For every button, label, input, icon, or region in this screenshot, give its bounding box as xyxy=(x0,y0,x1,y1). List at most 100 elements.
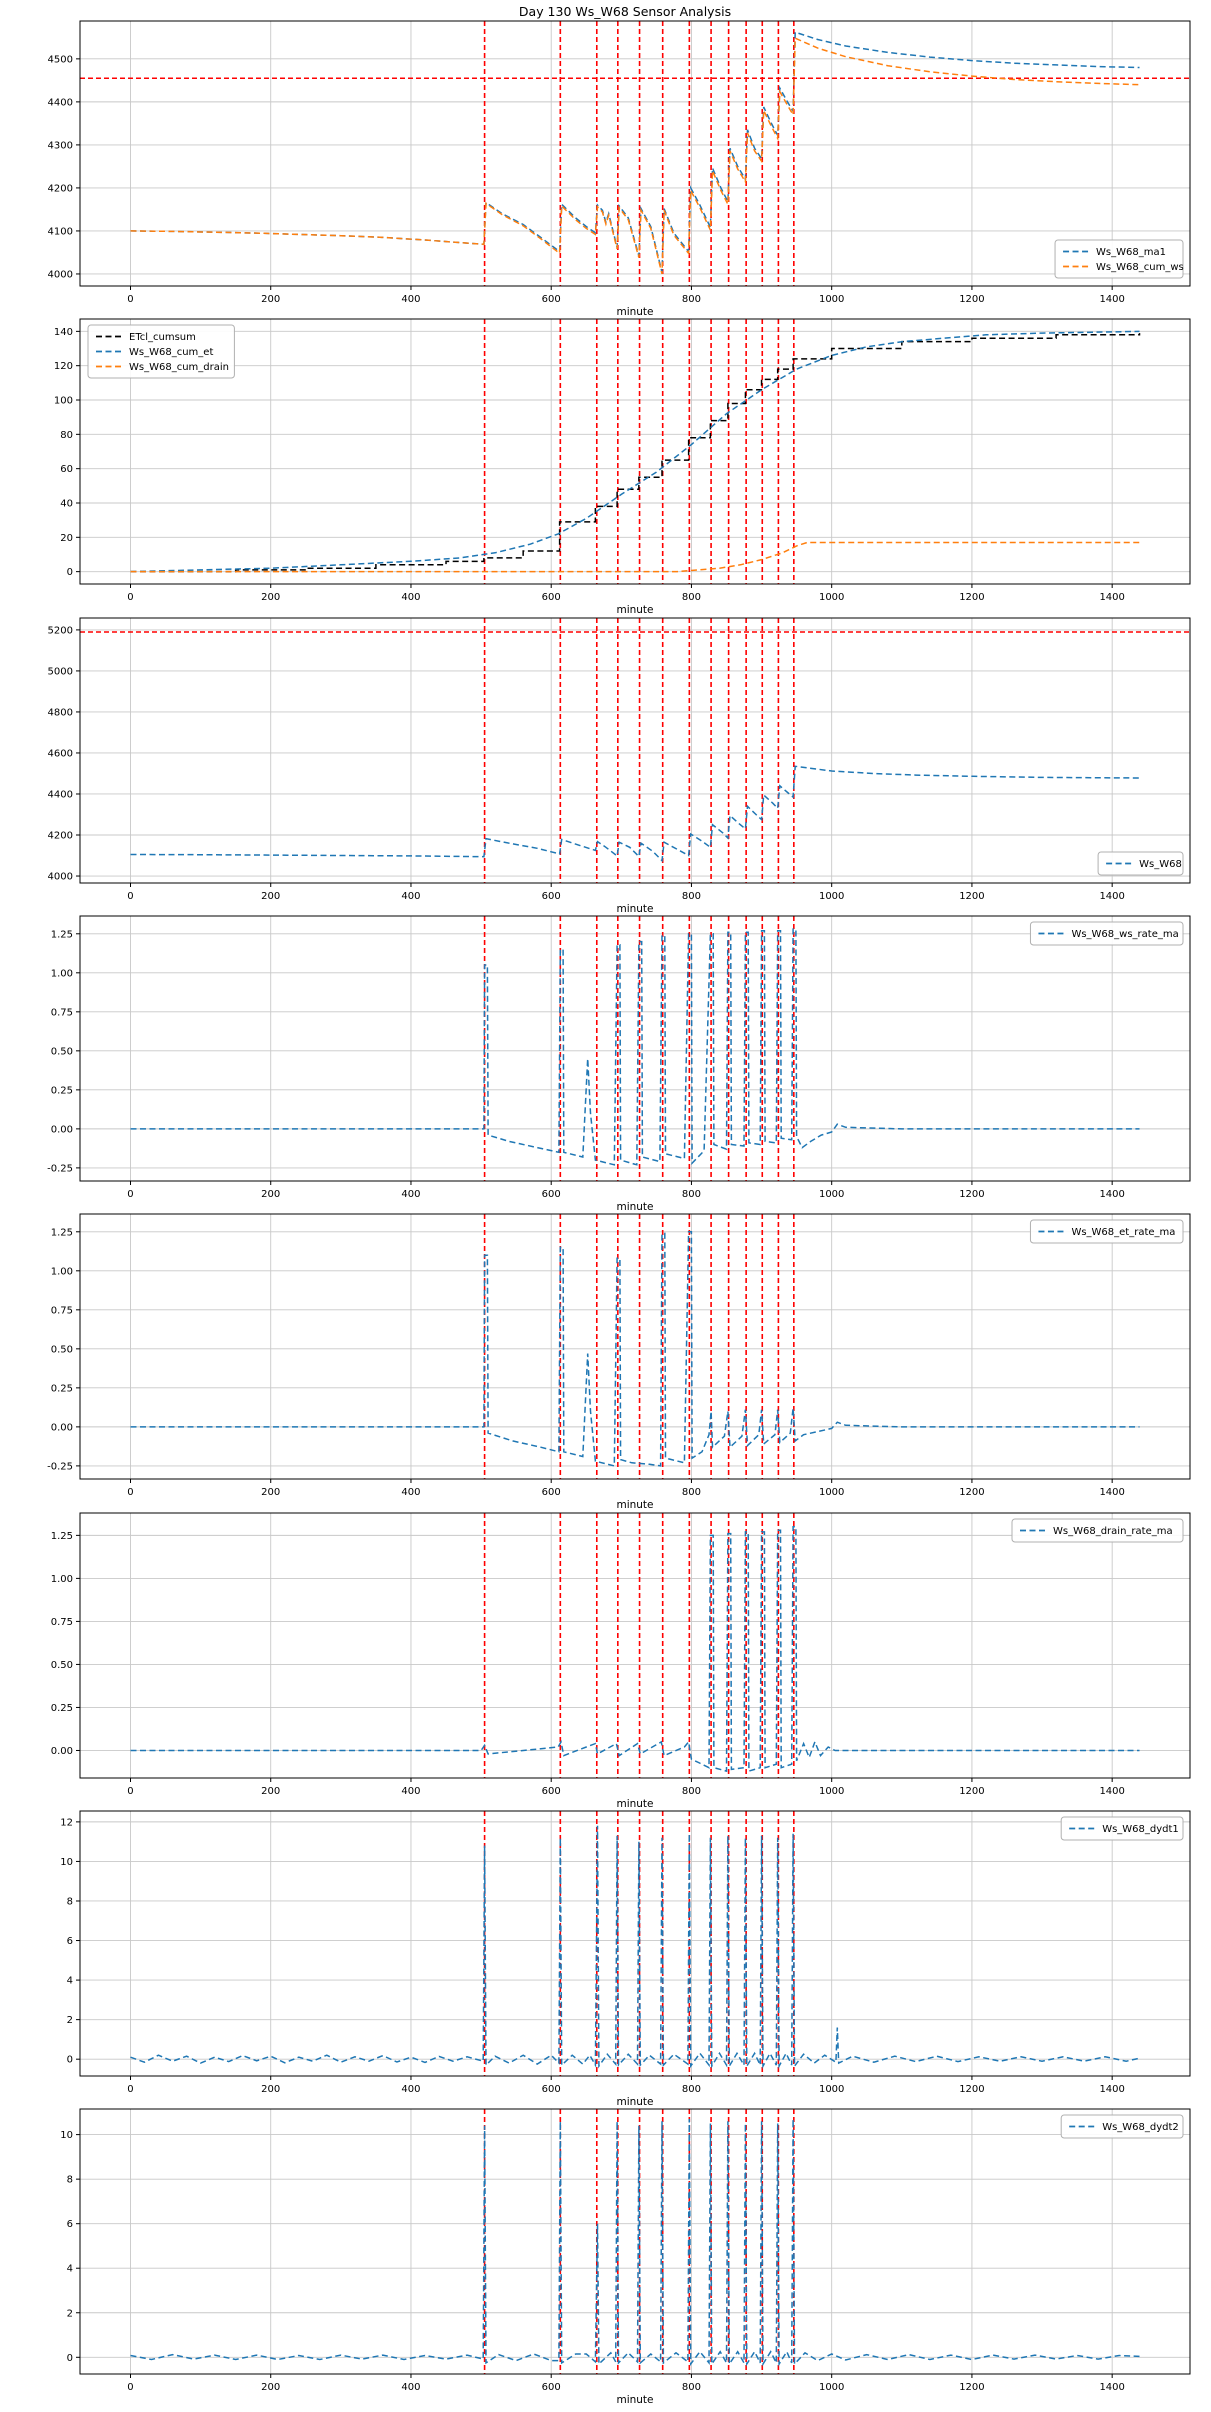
y-tick-label: 0.00 xyxy=(51,1746,73,1757)
legend-label: Ws_W68 xyxy=(1139,859,1182,870)
x-axis-label: minute xyxy=(616,604,653,616)
x-tick-label: 800 xyxy=(682,2382,701,2393)
x-tick-label: 800 xyxy=(682,294,701,305)
y-tick-label: 4100 xyxy=(48,226,73,237)
y-tick-label: 2 xyxy=(67,2308,73,2319)
y-tick-label: 8 xyxy=(67,2175,73,2186)
y-tick-label: 120 xyxy=(54,361,73,372)
legend-label: Ws_W68_ws_rate_ma xyxy=(1071,929,1178,940)
x-tick-label: 1400 xyxy=(1099,891,1124,902)
x-tick-label: 1400 xyxy=(1099,1487,1124,1498)
x-tick-label: 600 xyxy=(542,1786,561,1797)
x-tick-label: 600 xyxy=(542,294,561,305)
y-tick-label: 80 xyxy=(60,430,73,441)
y-tick-label: 4400 xyxy=(48,97,73,108)
x-tick-label: 200 xyxy=(261,1786,280,1797)
x-tick-label: 600 xyxy=(542,592,561,603)
y-tick-label: 0 xyxy=(67,567,73,578)
legend-box xyxy=(1029,921,1184,946)
legend-label: Ws_W68_cum_et xyxy=(129,347,213,358)
x-tick-label: 0 xyxy=(127,294,133,305)
y-tick-label: 40 xyxy=(60,498,73,509)
x-tick-label: 1000 xyxy=(819,2382,844,2393)
plot-border xyxy=(79,1512,1191,1779)
plot-border xyxy=(79,1213,1191,1480)
x-tick-label: 1200 xyxy=(959,294,984,305)
x-tick-label: 400 xyxy=(401,2382,420,2393)
x-tick-label: 0 xyxy=(127,891,133,902)
x-tick-label: 200 xyxy=(261,2382,280,2393)
legend: Ws_W68 xyxy=(1097,851,1184,876)
plot-border xyxy=(79,2108,1191,2375)
series-line-Ws_W68_cum_ws xyxy=(130,37,1140,275)
legend: Ws_W68_et_rate_ma xyxy=(1029,1219,1184,1244)
legend-box xyxy=(1029,1219,1184,1244)
x-tick-label: 400 xyxy=(401,294,420,305)
y-tick-label: 4200 xyxy=(48,831,73,842)
legend-label: Ws_W68_cum_drain xyxy=(129,362,229,373)
y-tick-label: 0.50 xyxy=(51,1046,73,1057)
y-tick-label: 2 xyxy=(67,2015,73,2026)
legend: Ws_W68_dydt1 xyxy=(1060,1816,1184,1841)
series-line-ETcl_cumsum xyxy=(130,333,1141,573)
x-tick-label: 1200 xyxy=(959,2382,984,2393)
legend-label: Ws_W68_ma1 xyxy=(1096,247,1166,258)
x-tick-label: 400 xyxy=(401,1786,420,1797)
panel-ws-raw-svg: 0 200 400 600 800 1000 1200 1400 4000 4200 4400 460… xyxy=(48,617,1191,915)
x-tick-label: 800 xyxy=(682,891,701,902)
series-line-Ws_W68_cum_et xyxy=(130,330,1140,573)
y-tick-label: 0.75 xyxy=(51,1617,73,1628)
x-axis-label: minute xyxy=(616,1499,653,1511)
x-tick-label: 1000 xyxy=(819,1189,844,1200)
x-tick-label: 600 xyxy=(542,1487,561,1498)
y-tick-label: 0.25 xyxy=(51,1085,73,1096)
series-line-Ws_W68_dydt1 xyxy=(130,1825,1140,2070)
y-tick-label: 0.75 xyxy=(51,1007,73,1018)
x-tick-label: 800 xyxy=(682,592,701,603)
legend: Ws_W68_ws_rate_ma xyxy=(1029,921,1184,946)
panel-dydt1: 0 200 400 600 800 1000 1200 1400 0 2 4 6 8 10 12 minute… xyxy=(0,1810,1211,2114)
y-tick-label: 4800 xyxy=(48,707,73,718)
legend-box xyxy=(1011,1518,1184,1543)
figure-title: Day 130 Ws_W68 Sensor Analysis xyxy=(518,4,732,19)
y-tick-label: 10 xyxy=(60,1857,73,1868)
x-tick-label: 800 xyxy=(682,1786,701,1797)
x-tick-label: 0 xyxy=(127,2382,133,2393)
y-tick-label: 0.50 xyxy=(51,1344,73,1355)
y-tick-label: 10 xyxy=(60,2130,73,2141)
y-tick-label: 0.25 xyxy=(51,1383,73,1394)
x-tick-label: 1000 xyxy=(819,1487,844,1498)
x-tick-label: 600 xyxy=(542,2084,561,2095)
x-tick-label: 600 xyxy=(542,2382,561,2393)
panel-cumulative: 0 200 400 600 800 1000 1200 1400 0 20 40 60 80 100 120… xyxy=(0,318,1211,622)
y-tick-label: 1.00 xyxy=(51,1266,73,1277)
y-tick-label: 20 xyxy=(60,533,73,544)
y-tick-label: 4300 xyxy=(48,140,73,151)
x-tick-label: 800 xyxy=(682,1189,701,1200)
panel-dydt2-svg: 0 200 400 600 800 1000 1200 1400 0 2 4 6 8 10 minute Ws… xyxy=(60,2108,1191,2406)
plot-border xyxy=(79,915,1191,1182)
x-tick-label: 600 xyxy=(542,1189,561,1200)
x-axis-label: minute xyxy=(616,1201,653,1213)
legend-label: Ws_W68_cum_ws xyxy=(1096,262,1184,273)
x-axis-label: minute xyxy=(616,2096,653,2108)
legend: ETcl_cumsum Ws_W68_cum_et Ws_W68_cum_drain xyxy=(87,324,235,379)
x-tick-label: 1000 xyxy=(819,294,844,305)
x-tick-label: 0 xyxy=(127,592,133,603)
series-line-Ws_W68 xyxy=(130,765,1140,863)
plot-border xyxy=(79,1810,1191,2077)
panel-dydt1-svg: 0 200 400 600 800 1000 1200 1400 0 2 4 6 8 10 12 minute… xyxy=(60,1810,1191,2108)
x-tick-label: 400 xyxy=(401,592,420,603)
y-tick-label: 5200 xyxy=(48,625,73,636)
x-tick-label: 1200 xyxy=(959,891,984,902)
x-tick-label: 0 xyxy=(127,1487,133,1498)
x-tick-label: 1000 xyxy=(819,2084,844,2095)
x-tick-label: 200 xyxy=(261,891,280,902)
series-line-Ws_W68_ma1 xyxy=(130,31,1140,273)
panel-ws-rate-svg: 0 200 400 600 800 1000 1200 1400 -0.25 0.00 0.25 0.… xyxy=(47,915,1191,1213)
legend: Ws_W68_ma1 Ws_W68_cum_ws xyxy=(1054,239,1184,279)
x-tick-label: 1200 xyxy=(959,2084,984,2095)
y-tick-label: 1.25 xyxy=(51,1531,73,1542)
y-tick-label: 4000 xyxy=(48,872,73,883)
y-tick-label: 1.25 xyxy=(51,1227,73,1238)
